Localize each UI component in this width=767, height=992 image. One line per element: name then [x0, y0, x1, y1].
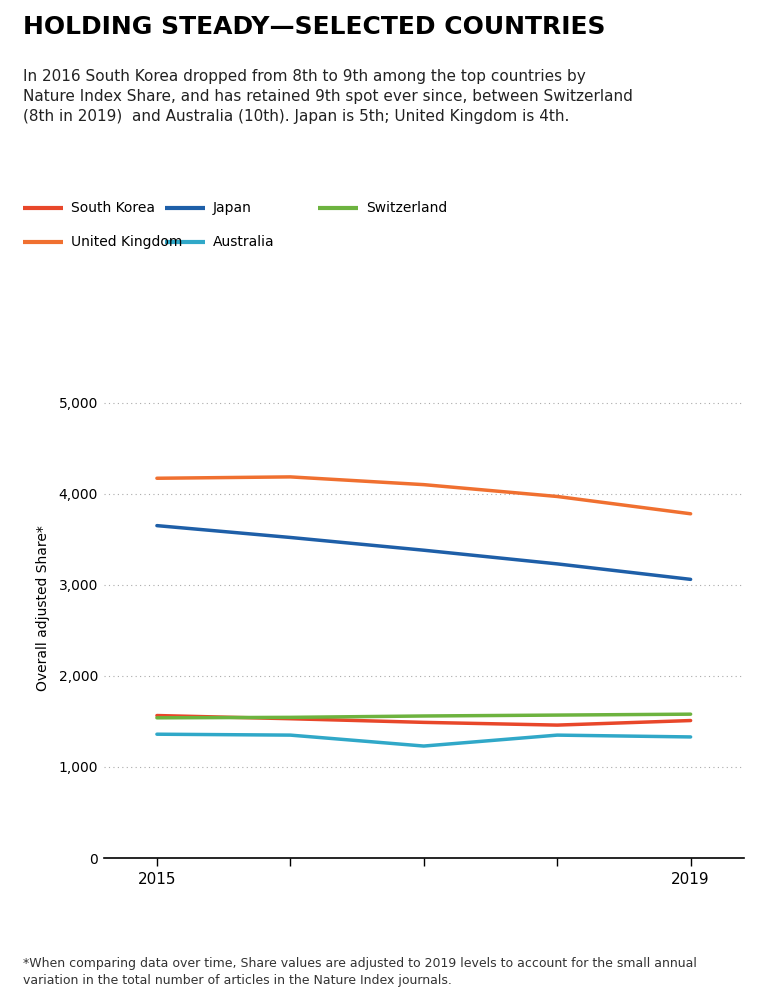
Text: Japan: Japan [212, 201, 252, 215]
Text: Switzerland: Switzerland [366, 201, 447, 215]
Text: *When comparing data over time, Share values are adjusted to 2019 levels to acco: *When comparing data over time, Share va… [23, 957, 697, 987]
Text: South Korea: South Korea [71, 201, 155, 215]
Text: HOLDING STEADY—SELECTED COUNTRIES: HOLDING STEADY—SELECTED COUNTRIES [23, 15, 605, 39]
Text: Australia: Australia [212, 235, 274, 249]
Text: United Kingdom: United Kingdom [71, 235, 182, 249]
Y-axis label: Overall adjusted Share*: Overall adjusted Share* [36, 525, 50, 690]
Text: In 2016 South Korea dropped from 8th to 9th among the top countries by
Nature In: In 2016 South Korea dropped from 8th to … [23, 69, 633, 124]
